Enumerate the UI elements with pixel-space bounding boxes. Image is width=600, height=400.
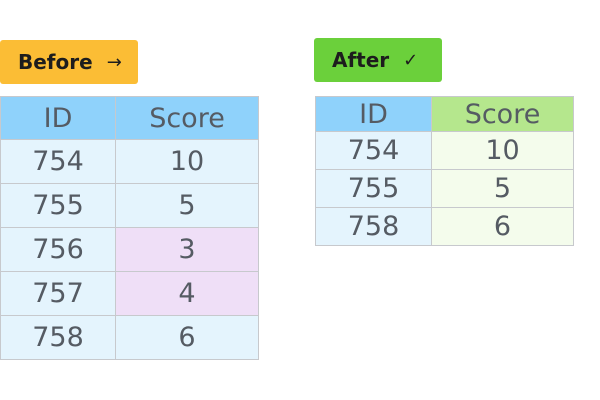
- before-row-removed: 757 4: [0, 271, 259, 316]
- after-header-id: ID: [315, 96, 432, 132]
- after-cell-score: 5: [431, 169, 574, 208]
- before-cell-id: 758: [0, 315, 116, 360]
- after-badge: After ✓: [314, 38, 442, 82]
- before-cell-score-removed: 3: [115, 227, 259, 272]
- after-cell-id: 755: [315, 169, 432, 208]
- after-label: After: [332, 48, 390, 72]
- before-label: Before: [18, 50, 93, 74]
- before-cell-id: 754: [0, 139, 116, 184]
- checkmark-icon: ✓: [403, 49, 419, 71]
- arrow-right-icon: →: [106, 51, 122, 73]
- before-row: 758 6: [0, 315, 259, 360]
- after-cell-id: 754: [315, 131, 432, 170]
- before-cell-score-removed: 4: [115, 271, 259, 316]
- after-header-score: Score: [431, 96, 574, 132]
- after-cell-score: 10: [431, 131, 574, 170]
- before-cell-id: 756: [0, 227, 116, 272]
- before-header-id: ID: [0, 96, 116, 140]
- after-cell-score: 6: [431, 207, 574, 246]
- after-header-row: ID Score: [315, 96, 574, 132]
- before-row-removed: 756 3: [0, 227, 259, 272]
- after-row: 755 5: [315, 169, 574, 208]
- after-row: 758 6: [315, 207, 574, 246]
- before-header-row: ID Score: [0, 96, 259, 140]
- before-table: ID Score 754 10 755 5 756 3 757 4 758: [0, 96, 259, 360]
- after-row: 754 10: [315, 131, 574, 170]
- before-cell-score: 5: [115, 183, 259, 228]
- before-badge: Before →: [0, 40, 138, 84]
- before-row: 755 5: [0, 183, 259, 228]
- after-table: ID Score 754 10 755 5 758 6: [315, 96, 574, 246]
- before-cell-score: 10: [115, 139, 259, 184]
- before-header-score: Score: [115, 96, 259, 140]
- before-cell-id: 757: [0, 271, 116, 316]
- after-cell-id: 758: [315, 207, 432, 246]
- before-cell-id: 755: [0, 183, 116, 228]
- before-cell-score: 6: [115, 315, 259, 360]
- before-row: 754 10: [0, 139, 259, 184]
